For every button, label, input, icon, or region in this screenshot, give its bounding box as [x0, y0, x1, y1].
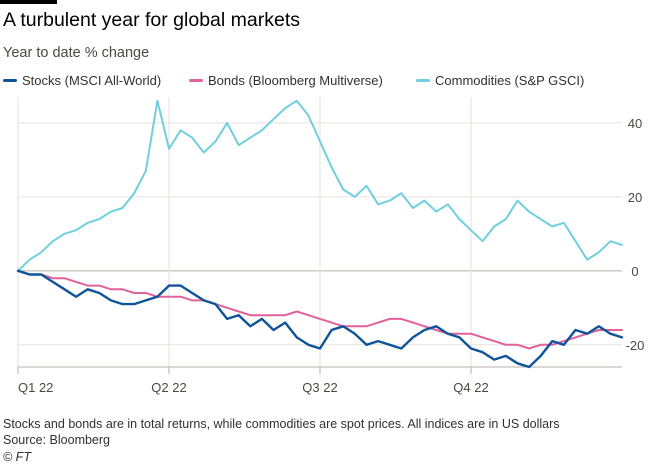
- series-line-bonds: [17, 269, 623, 350]
- series-line-commodities: [17, 99, 623, 272]
- chart-note: Stocks and bonds are in total returns, w…: [3, 417, 560, 431]
- legend-label-bonds: Bonds (Bloomberg Multiverse): [208, 73, 383, 88]
- y-tick-label: 0: [631, 264, 638, 279]
- y-tick-label: 40: [628, 116, 642, 131]
- legend-swatch-bonds: [189, 79, 203, 82]
- line-chart: 40 20 0 -20 Q1 22 Q2 22 Q3 22 Q4 22: [16, 97, 645, 395]
- x-tick-label: Q4 22: [453, 380, 488, 395]
- legend-item-bonds: Bonds (Bloomberg Multiverse): [189, 73, 383, 88]
- chart-title: A turbulent year for global markets: [3, 9, 300, 31]
- y-tick-label: -20: [626, 338, 645, 353]
- chart-source: Source: Bloomberg: [3, 433, 111, 447]
- x-tick-label: Q2 22: [151, 380, 186, 395]
- legend-item-commodities: Commodities (S&P GSCI): [416, 73, 584, 88]
- legend-swatch-commodities: [416, 79, 430, 82]
- ft-top-bar: [0, 0, 57, 4]
- x-tick-label: Q3 22: [302, 380, 337, 395]
- legend-label-stocks: Stocks (MSCI All-World): [22, 73, 162, 88]
- ft-credit: © FT: [3, 450, 31, 464]
- chart-subtitle: Year to date % change: [3, 45, 150, 61]
- legend-label-commodities: Commodities (S&P GSCI): [435, 73, 585, 88]
- y-tick-label: 20: [628, 190, 642, 205]
- x-tick-label: Q1 22: [18, 380, 53, 395]
- legend-swatch-stocks: [3, 79, 17, 82]
- series-line-stocks: [16, 269, 624, 369]
- legend-item-stocks: Stocks (MSCI All-World): [3, 73, 161, 88]
